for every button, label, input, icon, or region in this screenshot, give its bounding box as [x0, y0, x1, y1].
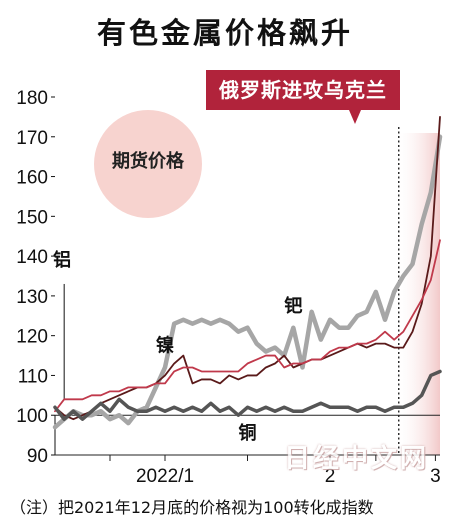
series-label-copper: 铜	[239, 422, 257, 444]
event-badge: 俄罗斯进攻乌克兰	[206, 70, 400, 110]
series-label-aluminum: 铝	[53, 249, 71, 271]
event-arrow-icon	[349, 110, 361, 124]
y-tick-label: 110	[18, 366, 48, 387]
chart-title: 有色金属价格飙升	[96, 16, 353, 50]
y-tick-label: 150	[16, 207, 48, 228]
futures-price-circle	[94, 110, 202, 218]
x-tick-label: 2022/1	[136, 466, 194, 487]
y-tick-label: 130	[16, 287, 48, 308]
series-line-nickel	[54, 115, 441, 421]
grid-layer: 90 100 110 120 130 140 150 160 170 180 2022/1 2 3	[16, 88, 440, 487]
x-tick-label: 3	[430, 466, 441, 487]
series-label-nickel: 镍	[156, 335, 174, 357]
y-tick-label: 180	[16, 88, 48, 109]
y-tick-label: 120	[16, 327, 48, 348]
x-tick-label: 2	[325, 466, 336, 487]
watermark: 日经中文网	[284, 444, 430, 474]
y-tick-label: 100	[16, 406, 48, 427]
y-tick-label: 170	[16, 128, 48, 149]
futures-price-label: 期货价格	[112, 151, 184, 172]
series-line-palladium	[52, 134, 443, 430]
series-label-palladium: 钯	[284, 295, 302, 317]
series-line-aluminum	[54, 239, 441, 413]
label-layer: 钯镍铜 铝	[53, 249, 302, 444]
y-tick-label: 90	[27, 446, 48, 467]
y-tick-label: 140	[16, 247, 48, 268]
series-layer	[52, 115, 443, 430]
series-line-copper	[53, 369, 442, 421]
y-tick-label: 160	[16, 168, 48, 189]
footnote: （注）把2021年12月底的价格视为100转化成指数	[10, 498, 374, 517]
